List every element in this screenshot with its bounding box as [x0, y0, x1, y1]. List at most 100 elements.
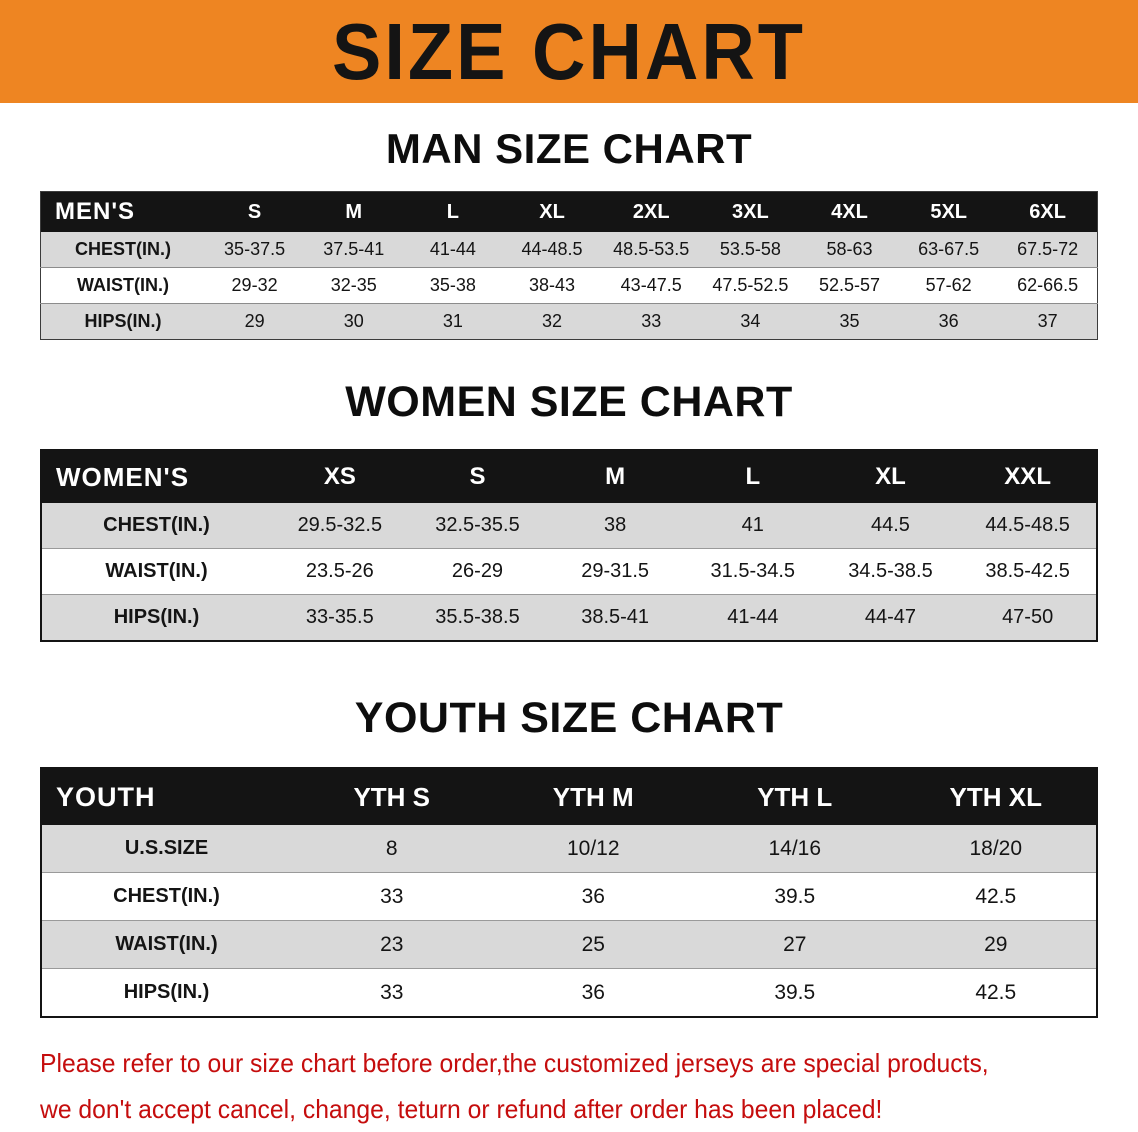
table-header-row: YOUTH YTH S YTH M YTH L YTH XL — [41, 768, 1097, 825]
size-value: 8 — [291, 825, 493, 873]
size-value: 37 — [1037, 311, 1058, 331]
size-value: 33 — [380, 980, 404, 1004]
youth-size-table: YOUTH YTH S YTH M YTH L YTH XL U.S.SIZE 8 10/12… — [40, 767, 1098, 1018]
measurement-row: CHEST(IN.) 29.5-32.5 32.5-35.5 38 41 44.5 44.5… — [41, 503, 1097, 549]
size-value: 63-67.5 — [899, 232, 999, 268]
size-value: 23 — [291, 920, 493, 969]
size-value: 38-43 — [502, 267, 602, 304]
table-category-header: YOUTH — [41, 768, 291, 825]
table-header-row: MEN'S S M L XL 2XL 3XL 4XL 5XL 6XL — [40, 191, 1098, 232]
size-column-header: M — [546, 450, 684, 503]
order-policy-line-2: we don't accept cancel, change, teturn o… — [40, 1094, 883, 1124]
measurement-row: HIPS(IN.) 33 36 39.5 42.5 — [41, 968, 1097, 1017]
youth-size-section: YOUTH SIZE CHART YOUTH YTH S YTH M YTH L YTH… — [40, 642, 1098, 1018]
size-column-header: 2XL — [601, 191, 701, 232]
size-column-header: L — [683, 450, 822, 503]
size-value: 48.5-53.5 — [601, 232, 701, 268]
size-value: 25 — [492, 920, 694, 969]
size-column-header: S — [205, 191, 305, 232]
women-size-section: WOMEN SIZE CHART WOMEN'S XS S M L XL XXL CHEST(… — [40, 340, 1098, 642]
size-value: 42.5 — [975, 980, 1017, 1004]
size-column-header: YTH L — [694, 768, 896, 825]
size-value: 35-37.5 — [205, 232, 305, 268]
size-chart-banner: SIZE CHART — [0, 0, 1138, 103]
row-label: CHEST(IN.) — [41, 872, 291, 921]
women-size-table: WOMEN'S XS S M L XL XXL CHEST(IN.) 29.5-32.5 32.5… — [40, 449, 1098, 642]
size-column-header: L — [403, 191, 503, 232]
man-size-table: MEN'S S M L XL 2XL 3XL 4XL 5XL 6XL CHEST(IN.) 35-37… — [40, 191, 1098, 340]
row-label: CHEST(IN.) — [40, 232, 205, 268]
row-label: WAIST(IN.) — [40, 267, 205, 304]
row-label: U.S.SIZE — [41, 825, 291, 873]
youth-section-heading: YOUTH SIZE CHART — [354, 694, 784, 742]
size-value: 44.5-48.5 — [959, 503, 1097, 549]
size-value: 36 — [581, 980, 605, 1004]
size-value: 52.5-57 — [799, 267, 900, 304]
size-value: 29.5-32.5 — [271, 503, 409, 549]
size-value: 62-66.5 — [998, 267, 1098, 304]
size-value: 36 — [938, 311, 959, 331]
size-value: 42.5 — [895, 872, 1097, 921]
size-value: 34 — [740, 311, 761, 331]
size-value: 10/12 — [492, 825, 694, 873]
size-value: 29-32 — [205, 267, 305, 304]
size-column-header: YTH M — [492, 768, 694, 825]
measurement-row: WAIST(IN.) 29-32 32-35 35-38 38-43 43-47.5 47.… — [40, 267, 1098, 304]
size-value: 29-31.5 — [546, 548, 684, 595]
size-value: 44.5 — [821, 503, 960, 549]
size-column-header: XXL — [959, 450, 1097, 503]
size-value: 33-35.5 — [305, 606, 374, 628]
size-value: 18/20 — [895, 825, 1097, 873]
order-policy-line-1: Please refer to our size chart before or… — [40, 1048, 989, 1078]
size-value: 38 — [546, 503, 684, 549]
size-value: 41-44 — [727, 606, 779, 628]
size-column-header: 5XL — [899, 191, 999, 232]
size-value: 33 — [291, 872, 493, 921]
table-category-header: MEN'S — [40, 191, 205, 232]
size-value: 37.5-41 — [304, 232, 404, 268]
size-value: 47-50 — [1002, 606, 1054, 628]
size-column-header: XL — [821, 450, 960, 503]
banner-title: SIZE CHART — [332, 6, 806, 97]
size-value: 32-35 — [304, 267, 404, 304]
size-value: 34.5-38.5 — [821, 548, 960, 595]
size-value: 14/16 — [694, 825, 896, 873]
size-value: 31.5-34.5 — [683, 548, 822, 595]
size-column-header: 3XL — [700, 191, 800, 232]
size-value: 35 — [839, 311, 860, 331]
size-value: 44-48.5 — [502, 232, 602, 268]
row-label: HIPS(IN.) — [123, 981, 210, 1003]
size-value: 32.5-35.5 — [408, 503, 547, 549]
women-section-heading: WOMEN SIZE CHART — [345, 378, 793, 426]
man-size-section: MAN SIZE CHART MEN'S S M L XL 2XL 3XL 4XL 5XL 6XL… — [40, 103, 1098, 340]
size-value: 41 — [683, 503, 822, 549]
size-column-header: YTH S — [291, 768, 493, 825]
size-value: 41-44 — [403, 232, 503, 268]
size-value: 53.5-58 — [700, 232, 800, 268]
size-value: 35-38 — [403, 267, 503, 304]
size-column-header: XL — [502, 191, 602, 232]
size-value: 43-47.5 — [601, 267, 701, 304]
size-value: 33 — [641, 311, 662, 331]
size-value: 35.5-38.5 — [435, 606, 520, 628]
measurement-row: WAIST(IN.) 23.5-26 26-29 29-31.5 31.5-34.5 34… — [41, 548, 1097, 595]
size-value: 23.5-26 — [271, 548, 409, 595]
size-value: 39.5 — [774, 980, 816, 1004]
size-value: 31 — [442, 311, 463, 331]
measurement-row: HIPS(IN.) 29 30 31 32 33 34 35 36 37 — [40, 303, 1098, 340]
size-value: 30 — [343, 311, 364, 331]
size-value: 29 — [895, 920, 1097, 969]
measurement-row: HIPS(IN.) 33-35.5 35.5-38.5 38.5-41 41-44 44-… — [41, 594, 1097, 641]
man-section-heading: MAN SIZE CHART — [385, 125, 753, 172]
size-value: 67.5-72 — [998, 232, 1098, 268]
table-header-row: WOMEN'S XS S M L XL XXL — [41, 450, 1097, 503]
size-value: 36 — [492, 872, 694, 921]
size-column-header: YTH XL — [895, 768, 1097, 825]
row-label: CHEST(IN.) — [41, 503, 271, 549]
size-column-header: XS — [271, 450, 409, 503]
measurement-row: WAIST(IN.) 23 25 27 29 — [41, 920, 1097, 969]
size-value: 38.5-41 — [581, 606, 650, 628]
measurement-row: U.S.SIZE 8 10/12 14/16 18/20 — [41, 825, 1097, 873]
measurement-row: CHEST(IN.) 35-37.5 37.5-41 41-44 44-48.5 48.5… — [40, 232, 1098, 268]
size-value: 26-29 — [408, 548, 547, 595]
